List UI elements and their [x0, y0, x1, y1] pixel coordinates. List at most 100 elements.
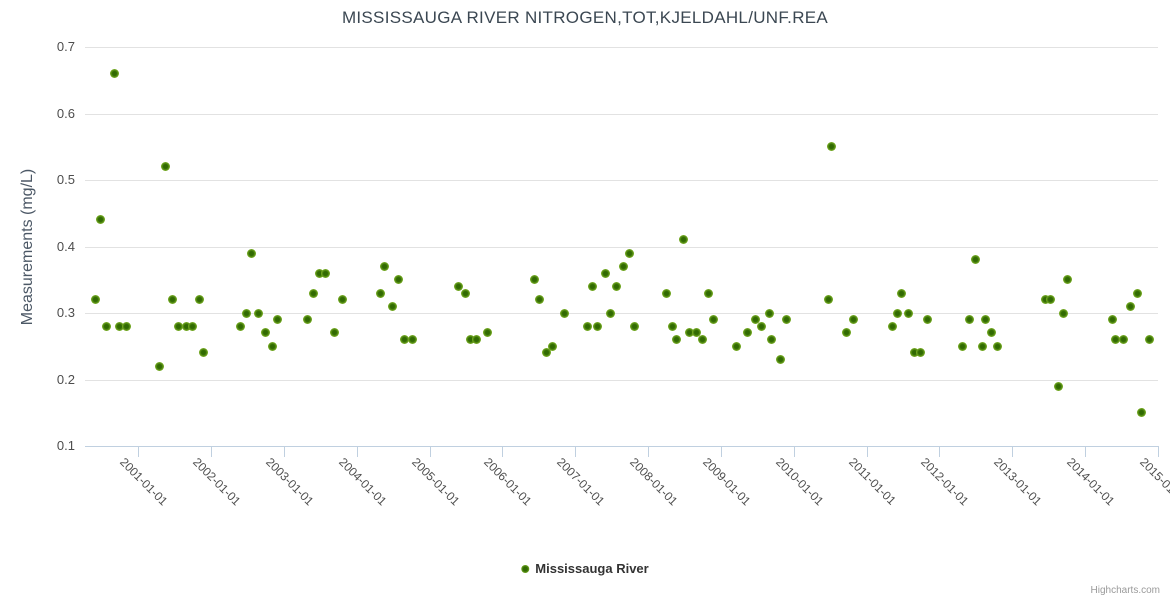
- data-point[interactable]: [704, 288, 714, 298]
- data-point[interactable]: [1054, 381, 1064, 391]
- data-point[interactable]: [235, 321, 245, 331]
- data-point[interactable]: [102, 321, 112, 331]
- data-point[interactable]: [980, 315, 990, 325]
- data-point[interactable]: [601, 268, 611, 278]
- data-point[interactable]: [1111, 335, 1121, 345]
- data-point[interactable]: [910, 348, 920, 358]
- data-point[interactable]: [824, 295, 834, 305]
- data-point[interactable]: [588, 281, 598, 291]
- data-point[interactable]: [767, 335, 777, 345]
- data-point[interactable]: [407, 335, 417, 345]
- data-point[interactable]: [122, 321, 132, 331]
- data-point[interactable]: [548, 341, 558, 351]
- data-point[interactable]: [247, 248, 257, 258]
- data-point[interactable]: [630, 321, 640, 331]
- data-point[interactable]: [1125, 301, 1135, 311]
- data-point[interactable]: [751, 315, 761, 325]
- data-point[interactable]: [1108, 315, 1118, 325]
- data-point[interactable]: [743, 328, 753, 338]
- highcharts-credits-link[interactable]: Highcharts.com: [1090, 585, 1160, 596]
- data-point[interactable]: [1046, 295, 1056, 305]
- data-point[interactable]: [187, 321, 197, 331]
- data-point[interactable]: [977, 341, 987, 351]
- data-point[interactable]: [261, 328, 271, 338]
- data-point[interactable]: [679, 235, 689, 245]
- data-point[interactable]: [460, 288, 470, 298]
- data-point[interactable]: [685, 328, 695, 338]
- data-point[interactable]: [903, 308, 913, 318]
- data-point[interactable]: [379, 261, 389, 271]
- data-point[interactable]: [671, 335, 681, 345]
- data-point[interactable]: [167, 295, 177, 305]
- data-point[interactable]: [559, 308, 569, 318]
- data-point[interactable]: [303, 315, 313, 325]
- data-point[interactable]: [1058, 308, 1068, 318]
- data-point[interactable]: [173, 321, 183, 331]
- data-point[interactable]: [661, 288, 671, 298]
- data-point[interactable]: [315, 268, 325, 278]
- data-point[interactable]: [922, 315, 932, 325]
- data-point[interactable]: [692, 328, 702, 338]
- data-point[interactable]: [1133, 288, 1143, 298]
- data-point[interactable]: [253, 308, 263, 318]
- data-point[interactable]: [161, 162, 171, 172]
- data-point[interactable]: [338, 295, 348, 305]
- data-point[interactable]: [199, 348, 209, 358]
- data-point[interactable]: [529, 275, 539, 285]
- data-point[interactable]: [535, 295, 545, 305]
- data-point[interactable]: [964, 315, 974, 325]
- data-point[interactable]: [764, 308, 774, 318]
- data-point[interactable]: [1041, 295, 1051, 305]
- data-point[interactable]: [583, 321, 593, 331]
- data-point[interactable]: [987, 328, 997, 338]
- data-point[interactable]: [776, 355, 786, 365]
- data-point[interactable]: [393, 275, 403, 285]
- data-point[interactable]: [841, 328, 851, 338]
- data-point[interactable]: [272, 315, 282, 325]
- data-point[interactable]: [482, 328, 492, 338]
- data-point[interactable]: [732, 341, 742, 351]
- data-point[interactable]: [387, 301, 397, 311]
- data-point[interactable]: [91, 295, 101, 305]
- data-point[interactable]: [605, 308, 615, 318]
- data-point[interactable]: [887, 321, 897, 331]
- data-point[interactable]: [1136, 408, 1146, 418]
- data-point[interactable]: [194, 295, 204, 305]
- data-point[interactable]: [916, 348, 926, 358]
- data-point[interactable]: [667, 321, 677, 331]
- data-point[interactable]: [95, 215, 105, 225]
- data-point[interactable]: [1118, 335, 1128, 345]
- data-point[interactable]: [267, 341, 277, 351]
- data-point[interactable]: [709, 315, 719, 325]
- data-point[interactable]: [618, 261, 628, 271]
- data-point[interactable]: [320, 268, 330, 278]
- data-point[interactable]: [993, 341, 1003, 351]
- data-point[interactable]: [376, 288, 386, 298]
- data-point[interactable]: [242, 308, 252, 318]
- data-point[interactable]: [114, 321, 124, 331]
- data-point[interactable]: [181, 321, 191, 331]
- data-point[interactable]: [109, 69, 119, 79]
- data-point[interactable]: [400, 335, 410, 345]
- data-point[interactable]: [1144, 335, 1154, 345]
- data-point[interactable]: [542, 348, 552, 358]
- data-point[interactable]: [624, 248, 634, 258]
- data-point[interactable]: [757, 321, 767, 331]
- data-point[interactable]: [1063, 275, 1073, 285]
- legend-item-mississauga-river[interactable]: Mississauga River: [521, 561, 649, 576]
- data-point[interactable]: [154, 361, 164, 371]
- data-point[interactable]: [454, 281, 464, 291]
- data-point[interactable]: [971, 255, 981, 265]
- data-point[interactable]: [958, 341, 968, 351]
- data-point[interactable]: [698, 335, 708, 345]
- data-point[interactable]: [330, 328, 340, 338]
- data-point[interactable]: [892, 308, 902, 318]
- data-point[interactable]: [593, 321, 603, 331]
- data-point[interactable]: [897, 288, 907, 298]
- data-point[interactable]: [472, 335, 482, 345]
- data-point[interactable]: [309, 288, 319, 298]
- data-point[interactable]: [827, 142, 837, 152]
- data-point[interactable]: [781, 315, 791, 325]
- data-point[interactable]: [612, 281, 622, 291]
- data-point[interactable]: [465, 335, 475, 345]
